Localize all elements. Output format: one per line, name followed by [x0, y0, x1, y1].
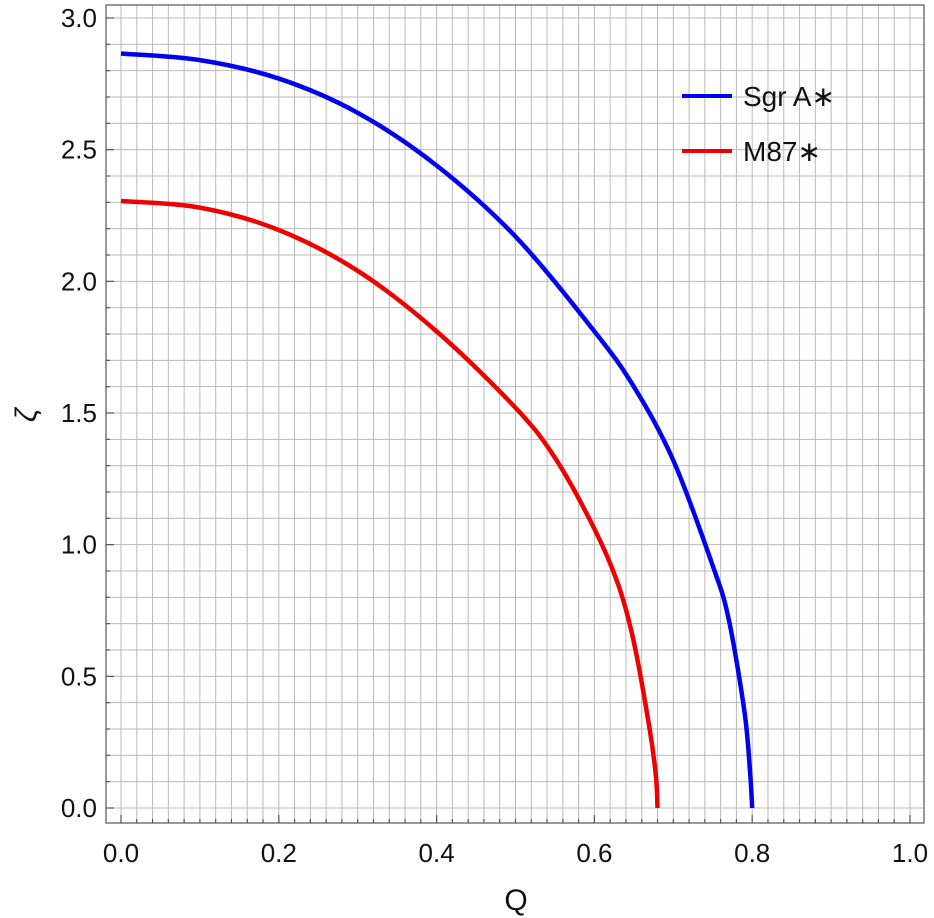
y-axis-title: ζ: [10, 406, 43, 422]
y-tick-label: 0.0: [61, 793, 97, 823]
y-tick-label: 2.0: [61, 266, 97, 296]
legend-label-m87: M87∗: [743, 136, 821, 167]
x-tick-label: 0.4: [419, 838, 455, 868]
series-line-1: [120, 198, 660, 809]
y-tick-label: 1.5: [61, 398, 97, 428]
x-tick-label: 0.6: [576, 838, 612, 868]
series-group: [120, 51, 755, 809]
axis-ticks: 0.0 0.2 0.4 0.6 0.8 1.0 0.0 0.5 1.0 1.5 2.0 2.5 3.0: [61, 3, 928, 868]
x-tick-label: 1.0: [892, 838, 928, 868]
y-tick-label: 1.0: [61, 530, 97, 560]
grid: [106, 5, 924, 823]
y-tick-label: 2.5: [61, 135, 97, 165]
series-line-0: [120, 51, 755, 809]
x-axis-title: Q: [504, 884, 527, 917]
y-tick-label: 0.5: [61, 661, 97, 691]
x-tick-label: 0.0: [103, 838, 139, 868]
y-tick-label: 3.0: [61, 3, 97, 33]
legend: Sgr A∗ M87∗: [682, 81, 835, 167]
legend-label-sgr-a: Sgr A∗: [743, 81, 835, 112]
x-tick-label: 0.2: [261, 838, 297, 868]
x-tick-label: 0.8: [734, 838, 770, 868]
